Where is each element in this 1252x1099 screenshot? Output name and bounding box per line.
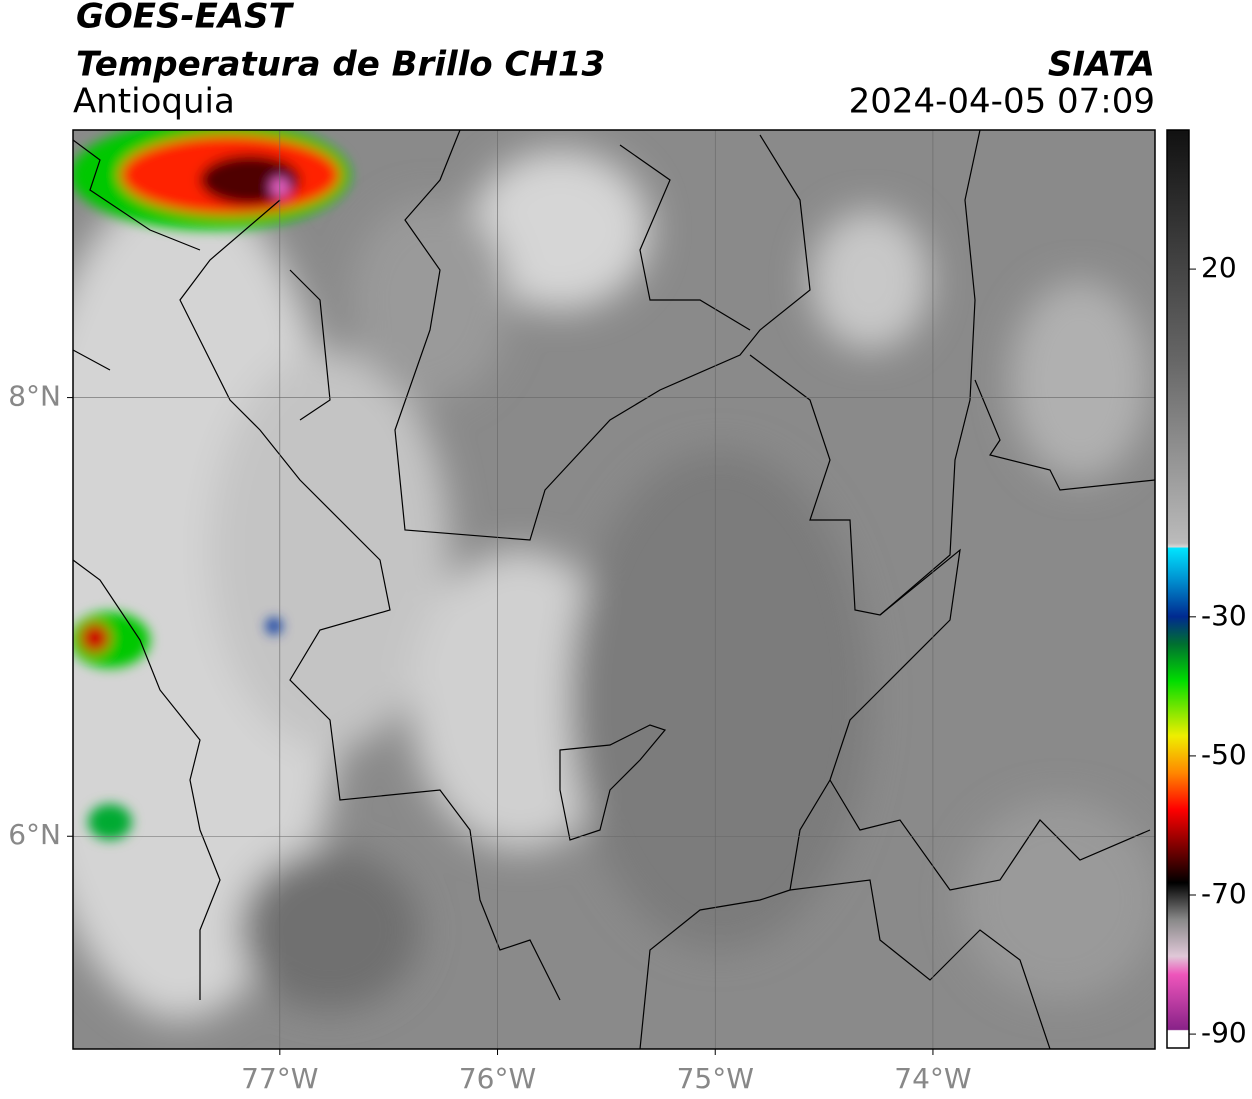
map-frame [72, 129, 1156, 1050]
colorbar-label: -50 [1201, 738, 1247, 771]
x-tick-label: 76°W [459, 1062, 536, 1095]
colorbar-label: -90 [1201, 1016, 1247, 1049]
datetime-label: 2024-04-05 07:09 [849, 82, 1155, 122]
colorbar [1166, 129, 1190, 1049]
colorbar-label: -70 [1201, 877, 1247, 910]
x-tick-label: 74°W [894, 1062, 971, 1095]
y-tick-label: 6°N [8, 818, 61, 851]
product-title: Temperatura de Brillo CH13 [76, 45, 605, 85]
satellite-title: GOES-EAST [76, 0, 295, 37]
x-tick-label: 77°W [241, 1062, 318, 1095]
colorbar-label: 20 [1201, 251, 1237, 284]
satellite-image [73, 130, 1155, 1049]
y-tick-label: 8°N [8, 380, 61, 413]
colorbar-label: -30 [1201, 599, 1247, 632]
x-tick-label: 75°W [677, 1062, 754, 1095]
region-label: Antioquia [73, 82, 235, 122]
source-label: SIATA [1048, 45, 1155, 85]
